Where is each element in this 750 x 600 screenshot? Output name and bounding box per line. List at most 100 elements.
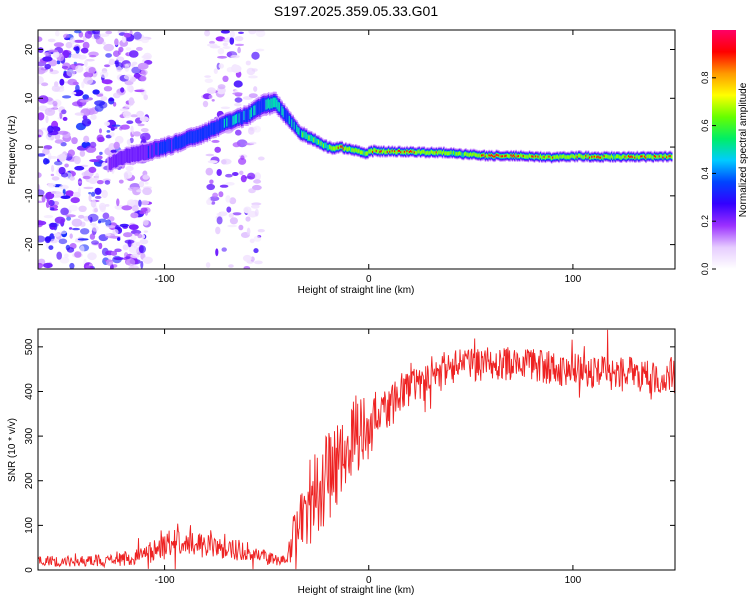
noise-speck (57, 130, 69, 135)
ridge-cell (325, 142, 328, 149)
ridge-cell (510, 154, 512, 157)
noise-speck (90, 199, 97, 208)
noise-speck (92, 89, 100, 95)
ridge-cell (297, 126, 299, 135)
ridge-cell (338, 145, 341, 149)
ridge-cell (265, 99, 267, 110)
noise-speck (251, 51, 260, 60)
ridge-cell (135, 146, 138, 162)
ridge-cell (250, 107, 253, 118)
ridge-cell (228, 115, 231, 128)
noise-speck (110, 149, 117, 153)
noise-speck (77, 187, 81, 195)
noise-speck (91, 225, 99, 232)
ridge-cell (629, 156, 631, 159)
noise-speck (254, 260, 263, 265)
colorbar-tick-label: 0.2 (700, 215, 710, 228)
ridge-cell (487, 154, 489, 158)
ridge-cell (324, 142, 326, 149)
noise-speck (87, 121, 91, 125)
noise-speck (139, 239, 149, 245)
noise-speck (59, 78, 65, 86)
noise-speck (75, 84, 80, 93)
noise-speck (102, 41, 106, 45)
ridge-cell (261, 98, 264, 113)
ridge-cell (326, 144, 329, 151)
noise-speck (101, 79, 113, 85)
ridge-cell (122, 151, 124, 166)
noise-speck (141, 69, 148, 76)
ridge-cell (131, 147, 134, 162)
noise-speck (73, 46, 80, 51)
ridge-cell (402, 150, 405, 154)
ridge-cell (329, 145, 331, 149)
noise-speck (74, 112, 85, 116)
noise-speck (126, 84, 132, 92)
ridge-cell (140, 145, 143, 161)
ridge-cell (650, 154, 652, 158)
noise-speck (41, 194, 46, 203)
ridge-cell (566, 155, 569, 159)
ridge-cell (392, 150, 395, 154)
ridge-cell (492, 155, 494, 157)
noise-speck (38, 66, 46, 75)
noise-speck (52, 51, 60, 58)
ridge-cell (359, 150, 362, 155)
noise-speck (127, 199, 136, 207)
noise-speck (79, 99, 89, 103)
ridge-cell (169, 139, 172, 152)
ridge-cell (613, 154, 615, 159)
ridge-cell (139, 145, 141, 161)
noise-speck (112, 229, 119, 235)
noise-speck (51, 176, 60, 181)
noise-speck (134, 89, 145, 93)
noise-speck (218, 191, 224, 198)
noise-speck (71, 137, 78, 145)
noise-speck (80, 47, 89, 54)
noise-speck (128, 97, 135, 106)
noise-speck (140, 207, 148, 212)
noise-speck (88, 177, 98, 184)
ridge-cell (364, 152, 367, 156)
ridge-cell (152, 142, 155, 158)
ridge-cell (434, 151, 437, 155)
ridge-cell (593, 155, 596, 158)
ridge-cell (111, 156, 113, 170)
ridge-cell (263, 97, 265, 112)
ridge-cell (128, 148, 130, 163)
noise-speck (108, 58, 115, 65)
noise-speck (229, 30, 235, 38)
noise-speck (114, 38, 119, 46)
ridge-cell (304, 132, 307, 139)
ridge-cell (256, 101, 259, 115)
ridge-cell (161, 141, 163, 154)
ridge-cell (313, 137, 315, 142)
ridge-cell (498, 154, 500, 157)
ridge-cell (108, 157, 111, 170)
noise-speck (205, 167, 214, 176)
noise-speck (124, 172, 129, 181)
ridge-cell (309, 134, 312, 142)
ridge-cell (107, 156, 109, 173)
noise-speck (125, 256, 131, 259)
noise-speck (248, 126, 255, 135)
noise-speck (212, 192, 219, 198)
ridge-cell (544, 156, 547, 160)
ridge-cell (337, 146, 340, 149)
ridge-cell (323, 143, 325, 148)
noise-speck (48, 222, 59, 228)
ridge-cell (174, 136, 177, 149)
ridge-cell (225, 116, 227, 129)
ridge-cell (547, 155, 549, 159)
ridge-cell (449, 151, 451, 155)
noise-speck (126, 120, 134, 124)
noise-speck (232, 92, 243, 95)
ridge-cell (144, 144, 146, 161)
ridge-cell (162, 141, 165, 154)
noise-speck (87, 213, 99, 222)
ridge-cell (530, 154, 532, 158)
ridge-cell (614, 156, 617, 160)
noise-speck (80, 228, 90, 235)
ridge-cell (532, 155, 535, 158)
ridge-cell (370, 148, 373, 153)
